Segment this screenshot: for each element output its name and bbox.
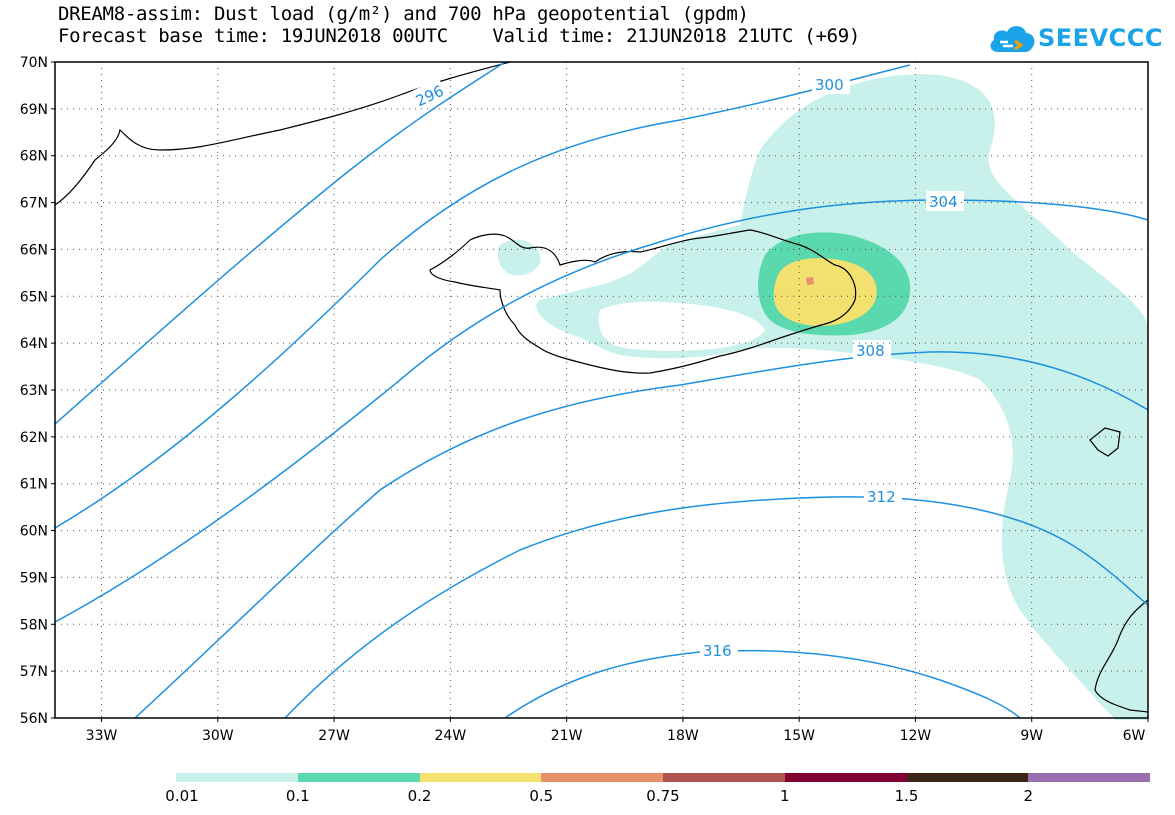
scotland-coast (1094, 599, 1149, 713)
lat-label: 59N (20, 570, 48, 586)
lon-label: 9W (1020, 728, 1043, 744)
contour-label-300: 300 (815, 76, 844, 94)
lat-label: 64N (20, 336, 48, 352)
contour-labels: 296 300 304 308 312 316 (402, 74, 964, 660)
colorbar-segment (419, 773, 542, 782)
iceland-coast (429, 229, 857, 374)
contour-304 (54, 199, 1149, 623)
dust-load-fill (497, 74, 1148, 721)
colorbar-segment (906, 773, 1029, 782)
lon-label: 21W (551, 728, 583, 744)
lat-label: 60N (20, 524, 48, 540)
coastlines (54, 61, 1149, 713)
colorbar-label: 1.5 (894, 787, 919, 805)
colorbar (176, 773, 1150, 782)
faroe-islands (1089, 427, 1121, 457)
lat-label: 56N (20, 711, 48, 727)
lon-label: 30W (202, 728, 234, 744)
colorbar-label: 0.5 (529, 787, 554, 805)
colorbar-label: 0.1 (285, 787, 310, 805)
clear-area-iceland (598, 301, 765, 351)
latitude-labels: 70N 69N 68N 67N 66N 65N 64N 63N 62N 61N 60N 59N 58N 5… (20, 55, 55, 727)
lat-label: 68N (20, 149, 48, 165)
lon-label: 27W (318, 728, 350, 744)
seevccc-logo: SEEVCCC (988, 16, 1168, 60)
colorbar-segment (663, 773, 785, 782)
colorbar-segment (176, 773, 298, 782)
chart-title-line-1: DREAM8-assim: Dust load (g/m²) and 700 h… (58, 3, 749, 25)
contour-312 (284, 496, 1149, 719)
lon-label: 6W (1123, 728, 1146, 744)
dust-region-0.5 (806, 277, 814, 285)
contour-label-308: 308 (856, 342, 885, 360)
colorbar-label: 1 (779, 787, 790, 805)
cloud-icon (990, 26, 1035, 52)
lat-label: 70N (20, 55, 48, 71)
colorbar-label: 0.01 (165, 787, 199, 805)
lat-label: 66N (20, 242, 48, 258)
graticule (55, 62, 1148, 718)
contour-label-304: 304 (929, 193, 958, 211)
colorbar-label: 0.2 (407, 787, 432, 805)
lat-label: 67N (20, 196, 48, 212)
colorbar-label: 2 (1023, 787, 1034, 805)
contour-296 (54, 61, 506, 425)
map-frame (54, 61, 1149, 719)
lon-label: 12W (900, 728, 932, 744)
lat-label: 65N (20, 289, 48, 305)
colorbar-label: 0.75 (646, 787, 680, 805)
lon-label: 18W (667, 728, 699, 744)
lat-label: 57N (20, 664, 48, 680)
colorbar-segment (297, 773, 420, 782)
lon-label: 24W (435, 728, 467, 744)
logo-text: SEEVCCC (1038, 24, 1163, 52)
colorbar-segment (784, 773, 907, 782)
contour-308 (134, 351, 1149, 719)
chart-title-line-2: Forecast base time: 19JUN2018 00UTC Vali… (58, 25, 861, 47)
lon-label: 33W (86, 728, 118, 744)
lat-label: 61N (20, 477, 48, 493)
lat-label: 62N (20, 430, 48, 446)
contour-label-312: 312 (867, 488, 896, 506)
dust-region-0.01 (536, 74, 1148, 721)
lon-label: 15W (783, 728, 815, 744)
contour-316 (504, 649, 1021, 719)
longitude-labels: 33W 30W 27W 24W 21W 18W 15W 12W 9W 6W (86, 718, 1149, 744)
greenland-coast (54, 61, 511, 206)
contour-300 (54, 64, 911, 529)
colorbar-segment (541, 773, 663, 782)
colorbar-segment (1028, 773, 1150, 782)
dust-region-0.2 (773, 258, 877, 326)
geopotential-contours (54, 61, 1149, 719)
lat-label: 63N (20, 383, 48, 399)
dust-region-0.01-west (497, 239, 541, 276)
lat-label: 69N (20, 102, 48, 118)
lat-label: 58N (20, 617, 48, 633)
contour-label-316: 316 (703, 642, 732, 660)
